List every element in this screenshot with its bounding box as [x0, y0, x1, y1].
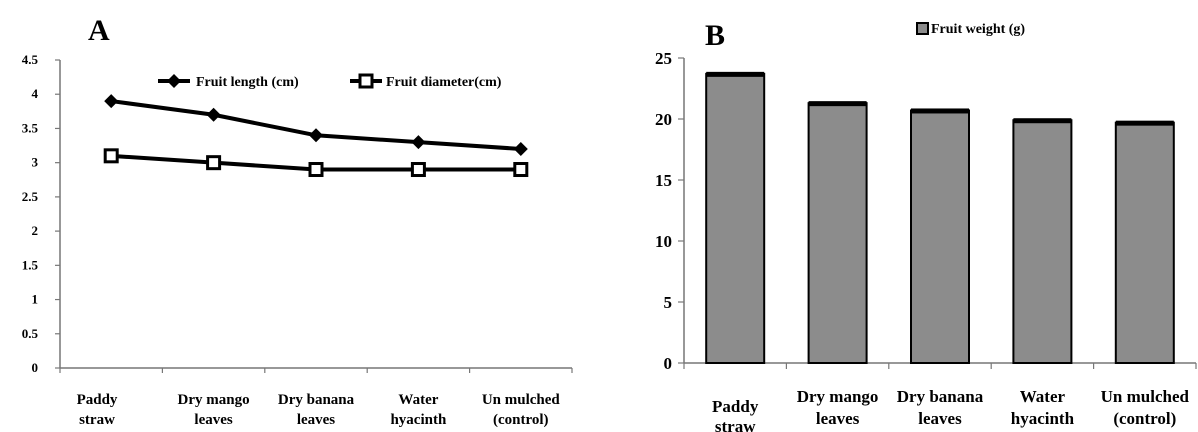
panel-a-category-label: Water	[398, 392, 438, 408]
panel-b-y-ticks: 0 5 10 15 20 25	[655, 49, 684, 373]
panel-b-bar-top	[808, 101, 867, 107]
panel-a-data-point-square	[308, 162, 324, 178]
panel-b-bar	[1012, 119, 1073, 364]
panel-a-x-categories: Paddy straw Dry mango leaves Dry banana leave…	[77, 392, 561, 428]
panel-b-bar-top	[706, 71, 765, 77]
panel-b-category-label: Paddy	[712, 397, 759, 416]
panel-a-category-label: leaves	[297, 412, 335, 428]
panel-b-y-tick-label: 20	[655, 110, 672, 129]
panel-a-legend: Fruit length (cm) Fruit diameter(cm)	[158, 73, 502, 90]
panel-a-y-ticks: 0 0.5 1 1.5 2 2.5 3 3.5 4 4.5	[22, 52, 60, 375]
panel-b-y-tick-label: 15	[655, 171, 672, 190]
panel-b-bar-top	[1115, 120, 1174, 126]
panel-a-y-tick-label: 0	[32, 360, 39, 375]
panel-b-y-tick-label: 25	[655, 49, 672, 68]
panel-a-y-tick-label: 3.5	[22, 120, 39, 135]
panel-a-category-label: Dry banana	[278, 392, 355, 408]
panel-a-category-label: straw	[79, 412, 115, 428]
panel-b-y-tick-label: 0	[664, 354, 673, 373]
panel-a-legend-label: Fruit length (cm)	[196, 75, 299, 90]
panel-b-y-tick-label: 5	[664, 293, 673, 312]
panel-a-y-tick-label: 1	[32, 292, 39, 307]
panel-b-bar	[705, 72, 766, 365]
panel-a-axes	[59, 60, 573, 373]
panel-b-category-label: leaves	[918, 409, 962, 428]
panel-a-category-label: Paddy	[77, 392, 118, 408]
panel-a-data-point-square	[206, 155, 222, 171]
panel-b-bar	[807, 102, 868, 364]
panel-b-bar-top	[1013, 118, 1072, 124]
panel-a-data-point-diamond	[513, 141, 528, 156]
panel-b-bar	[1114, 121, 1175, 364]
panel-b-category-label: Un mulched	[1101, 387, 1190, 406]
panel-a-legend-marker-square	[358, 73, 374, 89]
panel-a-data-point-diamond	[411, 135, 426, 150]
panel-b-category-label: leaves	[816, 409, 860, 428]
panel-a-y-tick-label: 2.5	[22, 189, 39, 204]
panel-b-bars	[705, 71, 1175, 365]
panel-a-y-tick-label: 3	[32, 155, 39, 170]
panel-a-y-tick-label: 4.5	[22, 52, 39, 67]
panel-a: A 0 0.5 1 1.5 2 2.5 3 3.5 4 4.5 Paddy straw Dry man…	[22, 14, 573, 428]
panel-a-data-point-diamond	[104, 94, 119, 109]
panel-b-bar-top	[911, 108, 969, 114]
panel-a-y-tick-label: 4	[32, 86, 39, 101]
panel-b-category-label: straw	[715, 417, 756, 432]
panel-b-category-label: (control)	[1113, 409, 1176, 428]
panel-a-letter: A	[88, 14, 110, 47]
panel-a-category-label: Un mulched	[482, 392, 561, 408]
panel-a-data-point-diamond	[206, 107, 221, 122]
panel-b-category-label: Dry mango	[797, 387, 879, 406]
panel-b-legend: Fruit weight (g)	[916, 22, 1025, 37]
panel-a-category-label: hyacinth	[390, 412, 447, 428]
panel-b-category-label: hyacinth	[1011, 409, 1075, 428]
panel-b-category-label: Water	[1020, 387, 1066, 406]
panel-a-data-point-square	[513, 162, 529, 178]
panel-b-bar	[910, 109, 970, 364]
panel-b-letter: B	[705, 19, 725, 52]
panel-a-data-point-square	[103, 148, 119, 164]
panel-a-category-label: Dry mango	[178, 392, 250, 408]
panel-b-y-tick-label: 10	[655, 232, 672, 251]
panel-a-y-tick-label: 2	[32, 223, 39, 238]
panel-a-y-tick-label: 1.5	[22, 257, 39, 272]
panel-a-data-point-diamond	[309, 128, 323, 143]
panel-b-legend-label: Fruit weight (g)	[931, 22, 1025, 37]
panel-a-series	[103, 94, 529, 178]
panel-a-data-point-square	[410, 162, 426, 178]
panel-a-y-tick-label: 0.5	[22, 326, 39, 341]
panel-b-category-label: Dry banana	[897, 387, 984, 406]
panel-a-category-label: leaves	[194, 412, 232, 428]
panel-a-category-label: (control)	[493, 412, 549, 428]
panel-a-legend-label: Fruit diameter(cm)	[386, 75, 502, 90]
panel-b-legend-swatch	[916, 22, 929, 35]
panel-a-legend-marker-diamond	[167, 74, 181, 88]
